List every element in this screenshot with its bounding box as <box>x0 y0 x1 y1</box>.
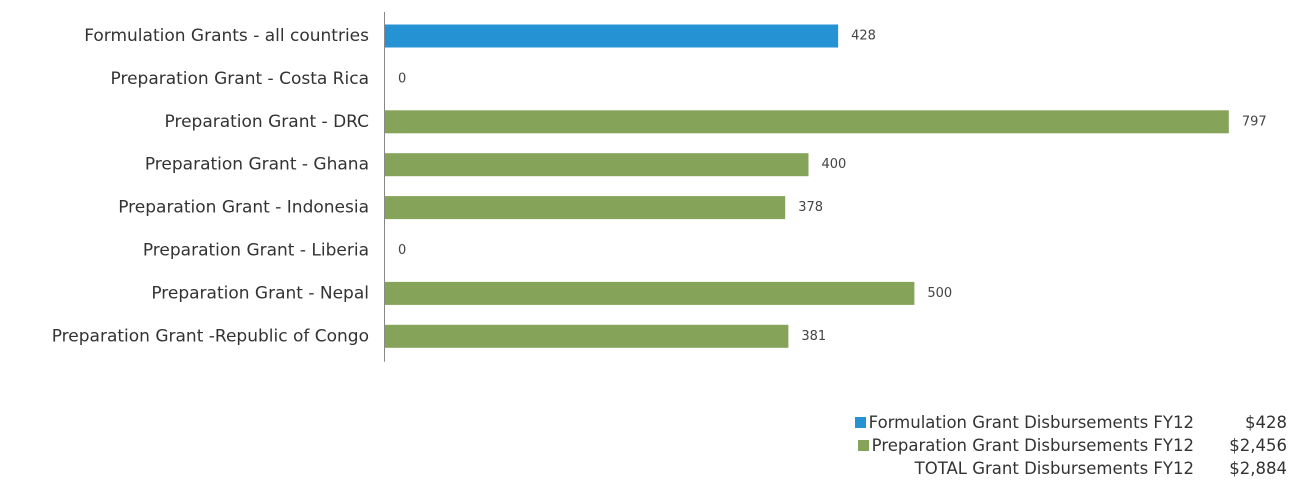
legend-item-total: TOTAL Grant Disbursements FY12 $2,884 <box>855 457 1287 480</box>
bar-preparation-grant-drc <box>385 110 1229 134</box>
value-label-preparation-grant-nepal: 500 <box>927 286 952 301</box>
bar-preparation-grant-republic-of-congo <box>385 324 789 348</box>
legend-amount: $2,456 <box>1229 436 1287 455</box>
category-label-preparation-grant-costa-rica: Preparation Grant - Costa Rica <box>111 69 370 89</box>
bar-formulation-grants-all-countries <box>385 24 839 48</box>
legend-item-preparation: Preparation Grant Disbursements FY12 $2,… <box>855 434 1287 457</box>
category-label-preparation-grant-liberia: Preparation Grant - Liberia <box>143 241 369 261</box>
value-label-preparation-grant-indonesia: 378 <box>798 200 823 215</box>
legend-label: Preparation Grant Disbursements FY12 <box>871 436 1194 455</box>
category-label-preparation-grant-ghana: Preparation Grant - Ghana <box>145 155 369 175</box>
value-label-formulation-grants-all-countries: 428 <box>851 29 876 44</box>
value-label-preparation-grant-drc: 797 <box>1242 114 1267 129</box>
category-label-formulation-grants-all-countries: Formulation Grants - all countries <box>84 26 369 46</box>
legend-amount: $2,884 <box>1229 459 1287 478</box>
value-label-preparation-grant-republic-of-congo: 381 <box>801 329 826 344</box>
category-label-preparation-grant-indonesia: Preparation Grant - Indonesia <box>118 198 369 218</box>
legend-swatch-preparation <box>857 440 869 451</box>
bars-group <box>385 24 1229 348</box>
legend-amount: $428 <box>1245 413 1287 432</box>
category-label-preparation-grant-drc: Preparation Grant - DRC <box>165 112 370 132</box>
bar-preparation-grant-nepal <box>385 281 915 305</box>
bar-preparation-grant-ghana <box>385 153 809 177</box>
value-label-preparation-grant-liberia: 0 <box>398 243 406 258</box>
category-label-preparation-grant-republic-of-congo: Preparation Grant -Republic of Congo <box>52 326 369 346</box>
bar-chart: Formulation Grants - all countries Prepar… <box>52 12 1267 362</box>
value-label-preparation-grant-costa-rica: 0 <box>398 71 406 86</box>
category-labels-group: Formulation Grants - all countries Prepar… <box>52 26 369 346</box>
legend-label: Formulation Grant Disbursements FY12 <box>868 413 1194 432</box>
value-labels-group: 428 0 797 400 378 0 500 381 <box>398 29 1267 344</box>
legend: Formulation Grant Disbursements FY12 $42… <box>854 411 1287 480</box>
value-label-preparation-grant-ghana: 400 <box>822 157 847 172</box>
legend-item-formulation: Formulation Grant Disbursements FY12 $42… <box>854 411 1287 434</box>
legend-label: TOTAL Grant Disbursements FY12 <box>914 459 1194 478</box>
bar-preparation-grant-indonesia <box>385 196 786 220</box>
legend-swatch-formulation <box>854 417 866 428</box>
category-label-preparation-grant-nepal: Preparation Grant - Nepal <box>151 283 369 303</box>
